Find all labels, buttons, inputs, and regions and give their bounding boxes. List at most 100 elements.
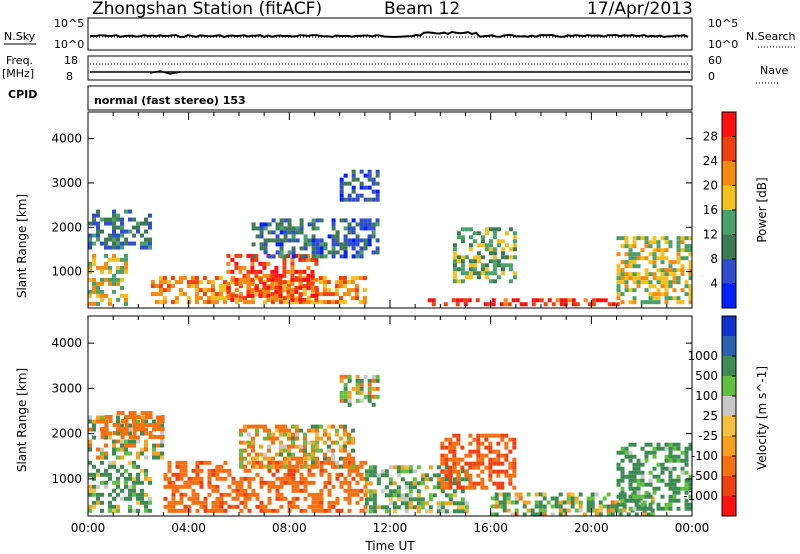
echo-cell <box>211 484 216 489</box>
echo-cell <box>508 279 513 284</box>
echo-cell <box>339 484 344 489</box>
echo-cell <box>299 230 304 235</box>
echo-cell <box>412 477 417 482</box>
echo-cell <box>254 285 259 290</box>
echo-cell <box>274 269 279 274</box>
echo-cell <box>267 444 271 449</box>
echo-cell <box>460 279 465 284</box>
echo-cell <box>384 509 389 514</box>
echo-cell <box>642 500 647 505</box>
echo-cell <box>226 269 231 274</box>
colorbar-tick-label: 500 <box>695 369 718 383</box>
echo-cell <box>343 234 348 239</box>
echo-cell <box>243 504 248 509</box>
echo-cell <box>672 276 677 281</box>
echo-cell <box>468 267 473 272</box>
echo-cell <box>96 447 100 452</box>
echo-cell <box>96 293 100 298</box>
echo-cell <box>676 296 681 301</box>
echo-cell <box>640 276 645 281</box>
echo-cell <box>688 486 693 491</box>
echo-cell <box>108 237 112 242</box>
echo-cell <box>688 300 693 305</box>
echo-cell <box>211 500 216 505</box>
echo-cell <box>258 277 263 282</box>
echo-cell <box>460 501 465 506</box>
echo-cell <box>323 508 328 513</box>
echo-cell <box>275 492 280 497</box>
echo-cell <box>484 433 489 438</box>
echo-cell <box>128 508 132 513</box>
echo-cell <box>335 432 339 437</box>
echo-cell <box>223 508 228 513</box>
echo-cell <box>347 398 352 403</box>
power-x-ticks <box>87 112 693 308</box>
echo-cell <box>452 453 457 458</box>
echo-cell <box>444 445 449 450</box>
echo-cell <box>375 394 380 399</box>
echo-cell <box>124 423 129 428</box>
echo-cell <box>456 437 461 442</box>
echo-cell <box>660 280 665 285</box>
echo-cell <box>132 435 137 440</box>
echo-cell <box>502 500 507 505</box>
echo-cell <box>88 293 92 298</box>
echo-cell <box>162 288 167 293</box>
echo-cell <box>148 508 152 513</box>
echo-cell <box>227 472 232 477</box>
echo-cell <box>279 464 284 469</box>
echo-cell <box>534 500 539 505</box>
echo-cell <box>512 235 517 240</box>
echo-cell <box>440 485 445 490</box>
echo-cell <box>116 269 120 274</box>
echo-cell <box>440 501 445 506</box>
echo-cell <box>243 424 247 429</box>
echo-cell <box>496 239 501 244</box>
echo-cell <box>234 281 239 286</box>
echo-cell <box>194 288 199 293</box>
echo-cell <box>676 474 681 479</box>
echo-cell <box>496 263 501 268</box>
echo-cell <box>319 218 324 223</box>
echo-cell <box>648 296 653 301</box>
echo-cell <box>339 193 344 198</box>
echo-cell <box>412 485 417 490</box>
echo-cell <box>436 505 441 510</box>
echo-cell <box>400 497 405 502</box>
echo-cell <box>452 255 457 260</box>
echo-cell <box>347 464 351 469</box>
echo-cell <box>120 427 125 432</box>
echo-cell <box>167 508 172 513</box>
echo-cell <box>255 452 259 457</box>
echo-cell <box>436 485 441 490</box>
echo-cell <box>367 386 372 391</box>
echo-cell <box>128 241 132 246</box>
echo-cell <box>558 508 563 513</box>
echo-cell <box>96 225 100 230</box>
echo-cell <box>104 455 108 460</box>
echo-cell <box>668 498 673 503</box>
echo-cell <box>311 238 316 243</box>
echo-cell <box>440 509 445 514</box>
echo-cell <box>684 450 689 455</box>
echo-cell <box>263 222 268 227</box>
echo-cell <box>444 501 449 506</box>
echo-cell <box>298 297 303 302</box>
echo-cell <box>335 464 340 469</box>
echo-cell <box>672 454 677 459</box>
echo-cell <box>684 490 689 495</box>
echo-cell <box>467 298 472 303</box>
echo-cell <box>108 277 112 282</box>
echo-cell <box>223 460 228 465</box>
echo-cell <box>476 231 481 236</box>
echo-cell <box>416 497 421 502</box>
echo-cell <box>144 419 148 424</box>
echo-cell <box>508 473 513 478</box>
echo-cell <box>112 225 116 230</box>
echo-cell <box>156 427 161 432</box>
echo-cell <box>144 217 148 222</box>
echo-cell <box>644 482 649 487</box>
echo-cell <box>243 476 248 481</box>
echo-cell <box>404 465 409 470</box>
echo-cell <box>282 296 287 301</box>
